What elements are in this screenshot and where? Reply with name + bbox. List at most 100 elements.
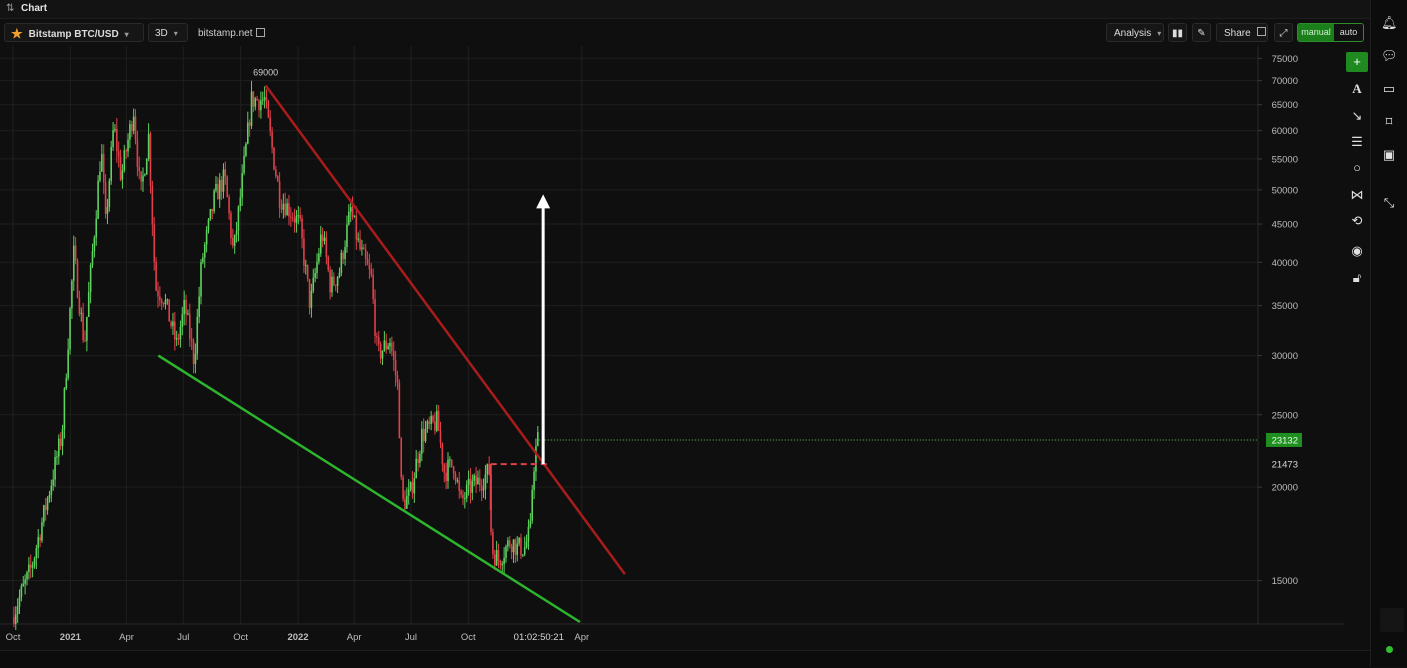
candle-body bbox=[166, 299, 169, 301]
candle-body bbox=[469, 478, 472, 493]
pattern-tool-icon[interactable]: ⋈ bbox=[1350, 187, 1364, 202]
panel-button[interactable] bbox=[1380, 608, 1404, 632]
candle-body bbox=[125, 150, 127, 152]
candle-body bbox=[196, 316, 199, 354]
time-tick-label: Oct bbox=[233, 632, 248, 643]
candle-body bbox=[480, 485, 483, 491]
terminal-icon[interactable]: ▭ bbox=[1382, 81, 1396, 96]
candle-body bbox=[376, 335, 378, 338]
share-button[interactable]: Share bbox=[1216, 23, 1268, 42]
support-trendline bbox=[157, 354, 581, 624]
candle bbox=[424, 420, 427, 443]
candle bbox=[282, 193, 285, 219]
candle bbox=[503, 547, 505, 575]
price-label: 23132 bbox=[1266, 432, 1302, 447]
lines-tool-icon[interactable]: ☰ bbox=[1351, 134, 1363, 149]
candle bbox=[241, 164, 243, 207]
lock-icon[interactable]: 🔓︎ bbox=[1352, 270, 1362, 285]
candle bbox=[215, 176, 217, 193]
candle-body bbox=[104, 182, 107, 214]
candle bbox=[276, 174, 279, 183]
candle bbox=[207, 217, 210, 234]
arrow-tool-icon[interactable]: ↘ bbox=[1351, 108, 1363, 123]
drawing-toolbar: + A ↘ ☰ ○ ⋈ ⟲ ◉ 🔓︎ bbox=[1344, 50, 1370, 350]
symbol-label: Bitstamp BTC/USD bbox=[28, 29, 119, 40]
price-tick-label: 35000 bbox=[1272, 301, 1298, 312]
candle-body bbox=[333, 276, 335, 285]
candle-body bbox=[441, 443, 444, 465]
candle bbox=[252, 91, 255, 113]
candle-body bbox=[86, 316, 88, 341]
candle bbox=[417, 451, 419, 472]
manual-option[interactable]: manual bbox=[1298, 24, 1334, 41]
bookmark-icon[interactable]: ⌑ bbox=[1385, 114, 1393, 129]
candle-body bbox=[471, 480, 474, 493]
candle-body bbox=[267, 101, 270, 118]
crosshair-tool-icon[interactable]: + bbox=[1346, 52, 1368, 72]
text-tool-icon[interactable]: A bbox=[1352, 81, 1362, 96]
price-label-text: 23132 bbox=[1272, 435, 1298, 446]
candle bbox=[222, 163, 225, 199]
candle-body bbox=[102, 154, 105, 183]
candle-body bbox=[228, 196, 230, 214]
candle bbox=[29, 554, 32, 579]
price-tick-label: 30000 bbox=[1272, 351, 1298, 362]
candle bbox=[35, 544, 38, 570]
candle-body bbox=[392, 351, 395, 361]
auto-option[interactable]: auto bbox=[1334, 24, 1363, 41]
candle bbox=[460, 488, 462, 498]
candle bbox=[144, 173, 146, 177]
candle-body bbox=[50, 485, 53, 495]
candle bbox=[188, 303, 191, 347]
candle-style-button[interactable]: ▮▮ bbox=[1168, 23, 1187, 42]
candle bbox=[469, 468, 472, 504]
candle-body bbox=[312, 277, 315, 291]
chat-icon[interactable]: 💬︎ bbox=[1381, 48, 1398, 63]
candle bbox=[507, 537, 509, 552]
candle bbox=[473, 473, 475, 487]
draw-button[interactable]: ✎ bbox=[1192, 23, 1211, 42]
collapse-icon[interactable]: ⤡ bbox=[1383, 195, 1395, 210]
candle-body bbox=[130, 124, 133, 131]
candle-body bbox=[495, 550, 498, 566]
scale-mode-toggle[interactable]: manual auto bbox=[1297, 23, 1364, 42]
candle-body bbox=[321, 234, 324, 241]
candle bbox=[510, 543, 513, 560]
candle bbox=[76, 258, 79, 299]
symbol-selector[interactable]: ★ Bitstamp BTC/USD ▾ bbox=[4, 23, 144, 42]
candle bbox=[318, 247, 320, 265]
analysis-dropdown[interactable]: Analysis ▾ bbox=[1106, 23, 1164, 42]
candle-body bbox=[132, 116, 135, 131]
price-chart[interactable]: 69000 15000 20000 25000 30000 35000 40000 45000… bbox=[0, 46, 1344, 650]
candle-body bbox=[443, 464, 446, 473]
candle-body bbox=[479, 477, 481, 486]
window-title: Chart bbox=[21, 3, 48, 14]
fullscreen-button[interactable]: ⤢ bbox=[1274, 23, 1293, 42]
bell-icon[interactable]: 🔔︎ bbox=[1381, 15, 1398, 30]
candle-body bbox=[514, 539, 517, 555]
candle bbox=[78, 290, 81, 317]
candle-body bbox=[261, 99, 264, 101]
star-icon[interactable]: ★ bbox=[11, 26, 23, 41]
eye-icon[interactable]: ◉ bbox=[1351, 243, 1363, 258]
circle-tool-icon[interactable]: ○ bbox=[1353, 160, 1361, 175]
interval-selector[interactable]: 3D ▾ bbox=[148, 23, 188, 42]
candle-body bbox=[188, 313, 191, 339]
candle bbox=[319, 225, 322, 257]
time-tick-label: Apr bbox=[347, 632, 362, 643]
candle-body bbox=[170, 321, 172, 327]
source-link[interactable]: bitstamp.net bbox=[198, 27, 266, 39]
candle-body bbox=[174, 321, 176, 340]
candle bbox=[104, 174, 107, 219]
candle bbox=[351, 196, 354, 220]
price-tick-label: 60000 bbox=[1272, 126, 1298, 137]
candle bbox=[179, 320, 182, 348]
candle bbox=[374, 289, 376, 344]
candle bbox=[346, 215, 348, 253]
candle bbox=[67, 338, 69, 381]
profile-icon[interactable]: ▣ bbox=[1382, 147, 1396, 162]
candle bbox=[316, 253, 318, 279]
candle-body bbox=[364, 249, 367, 260]
candle bbox=[14, 606, 17, 631]
shape-tool-icon[interactable]: ⟲ bbox=[1351, 213, 1363, 228]
